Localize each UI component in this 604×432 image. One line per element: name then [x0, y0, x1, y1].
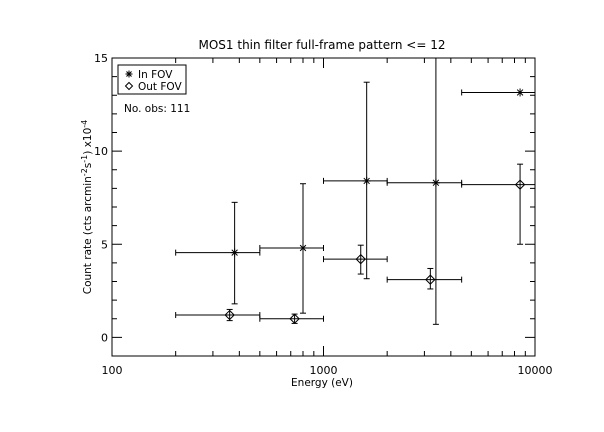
asterisk-stroke: [432, 179, 440, 187]
legend-asterisk-icon: [125, 70, 133, 78]
asterisk-stroke: [231, 249, 238, 256]
out-fov-point: [386, 267, 463, 290]
diamond-marker: [289, 313, 300, 324]
y-axis-ticks: 0 5 10 15: [94, 52, 535, 357]
asterisk-marker: [362, 176, 371, 185]
y-tick-label: 15: [94, 52, 108, 65]
in-fov-point: [323, 81, 388, 280]
diamond-marker: [355, 253, 366, 265]
asterisk-stroke: [363, 177, 370, 185]
diamond-marker: [224, 309, 235, 321]
y-axis-label-sup1: -2: [80, 168, 89, 176]
asterisk-stroke: [299, 244, 307, 252]
y-axis-label: Count rate (cts arcmin-2s-1) x10-4: [80, 120, 94, 295]
legend-label-out-fov: Out FOV: [138, 81, 182, 93]
x-axis-ticks: 100 1000 10000: [102, 58, 553, 377]
annotation-no-obs: No. obs: 111: [124, 103, 190, 115]
legend-diamond-icon: [124, 81, 134, 91]
out-fov-point: [461, 163, 536, 245]
in-fov-point: [175, 201, 261, 305]
y-tick-label: 0: [101, 331, 108, 344]
asterisk-marker: [299, 243, 308, 252]
legend-label-in-fov: In FOV: [138, 69, 173, 81]
out-fov-point: [259, 313, 324, 324]
y-axis-label-pre: Count rate (cts arcmin: [82, 176, 94, 294]
asterisk-marker: [516, 88, 525, 97]
x-tick-label: 1000: [310, 364, 338, 377]
y-tick-label: 10: [94, 145, 108, 158]
y-axis-label-post: ) x10: [82, 128, 94, 155]
in-fov-point: [386, 57, 463, 325]
diamond-marker: [514, 179, 526, 190]
legend-diamond: [124, 81, 134, 91]
x-axis-label: Energy (eV): [291, 377, 353, 389]
chart-title: MOS1 thin filter full-frame pattern <= 1…: [199, 38, 446, 52]
y-axis-label-sup2: -1: [80, 155, 89, 163]
legend: In FOV Out FOV: [117, 64, 187, 95]
asterisk-marker: [431, 178, 440, 187]
asterisk-stroke: [516, 89, 524, 96]
y-axis-label-mid: s: [82, 163, 94, 168]
asterisk-marker: [230, 248, 239, 257]
x-tick-label: 10000: [518, 364, 553, 377]
data-marks: [175, 57, 536, 325]
out-fov-point: [175, 308, 261, 322]
y-tick-label: 5: [101, 238, 108, 251]
legend-asterisk: [125, 70, 133, 78]
out-fov-point: [323, 244, 388, 275]
in-fov-point: [461, 88, 536, 97]
in-fov-point: [259, 183, 324, 314]
y-axis-label-sup3: -4: [80, 120, 89, 128]
diamond-marker: [425, 274, 436, 285]
x-tick-label: 100: [102, 364, 123, 377]
asterisk-stroke: [126, 71, 132, 77]
